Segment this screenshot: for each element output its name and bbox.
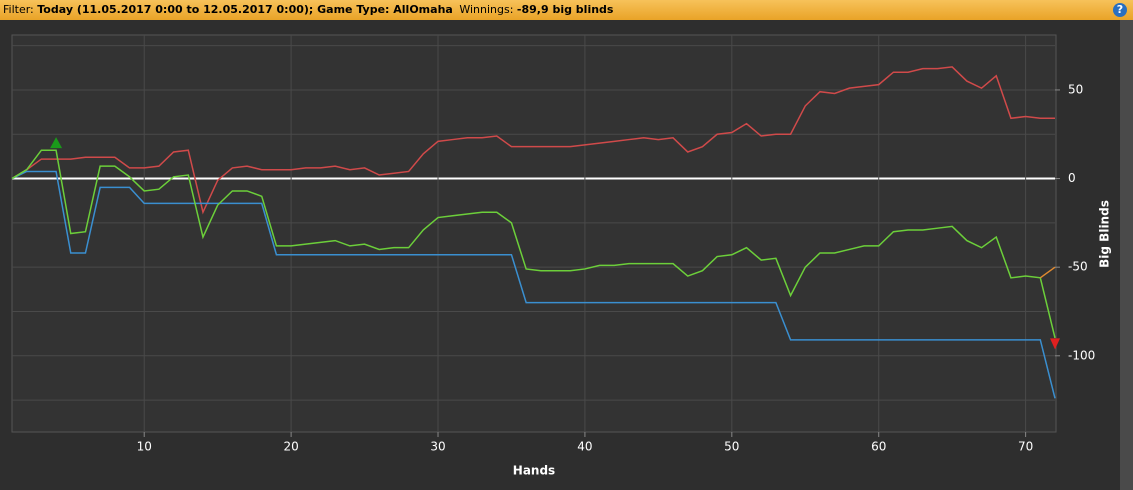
filter-bar: Filter: Today (11.05.2017 0:00 to 12.05.…: [0, 0, 1133, 20]
series-line: [11, 149, 1056, 339]
y-tick-label: -100: [1068, 348, 1095, 362]
x-tick-label: 50: [724, 440, 739, 454]
extreme-marker: [1050, 338, 1060, 350]
x-tick-label: 40: [577, 440, 592, 454]
y-tick-label: 50: [1068, 82, 1083, 96]
y-tick-label: -50: [1068, 260, 1088, 274]
filter-label: Filter:: [3, 3, 34, 16]
series-line: [1039, 266, 1056, 279]
x-tick-label: 30: [430, 440, 445, 454]
extreme-marker: [50, 137, 63, 149]
plot-area: [11, 34, 1057, 433]
help-button[interactable]: ?: [1113, 3, 1127, 17]
chart: Hands Big Blinds -100 -50 0 50 10 20 30 40 50 60 7…: [0, 20, 1133, 490]
winnings-value: -89,9 big blinds: [516, 3, 614, 16]
winnings-label: Winnings:: [459, 3, 514, 16]
y-tick-label: 0: [1068, 171, 1076, 185]
x-tick-label: 60: [871, 440, 886, 454]
filter-period: Today (11.05.2017 0:00 to 12.05.2017 0:0…: [37, 3, 453, 16]
x-tick-label: 20: [283, 440, 298, 454]
x-axis-title: Hands: [513, 464, 555, 478]
x-tick-label: 70: [1018, 440, 1033, 454]
series-line: [11, 66, 1055, 215]
series-line: [11, 170, 1056, 399]
x-tick-label: 10: [137, 440, 152, 454]
y-axis-title: Big Blinds: [1098, 200, 1112, 268]
side-strip: [1120, 20, 1133, 490]
